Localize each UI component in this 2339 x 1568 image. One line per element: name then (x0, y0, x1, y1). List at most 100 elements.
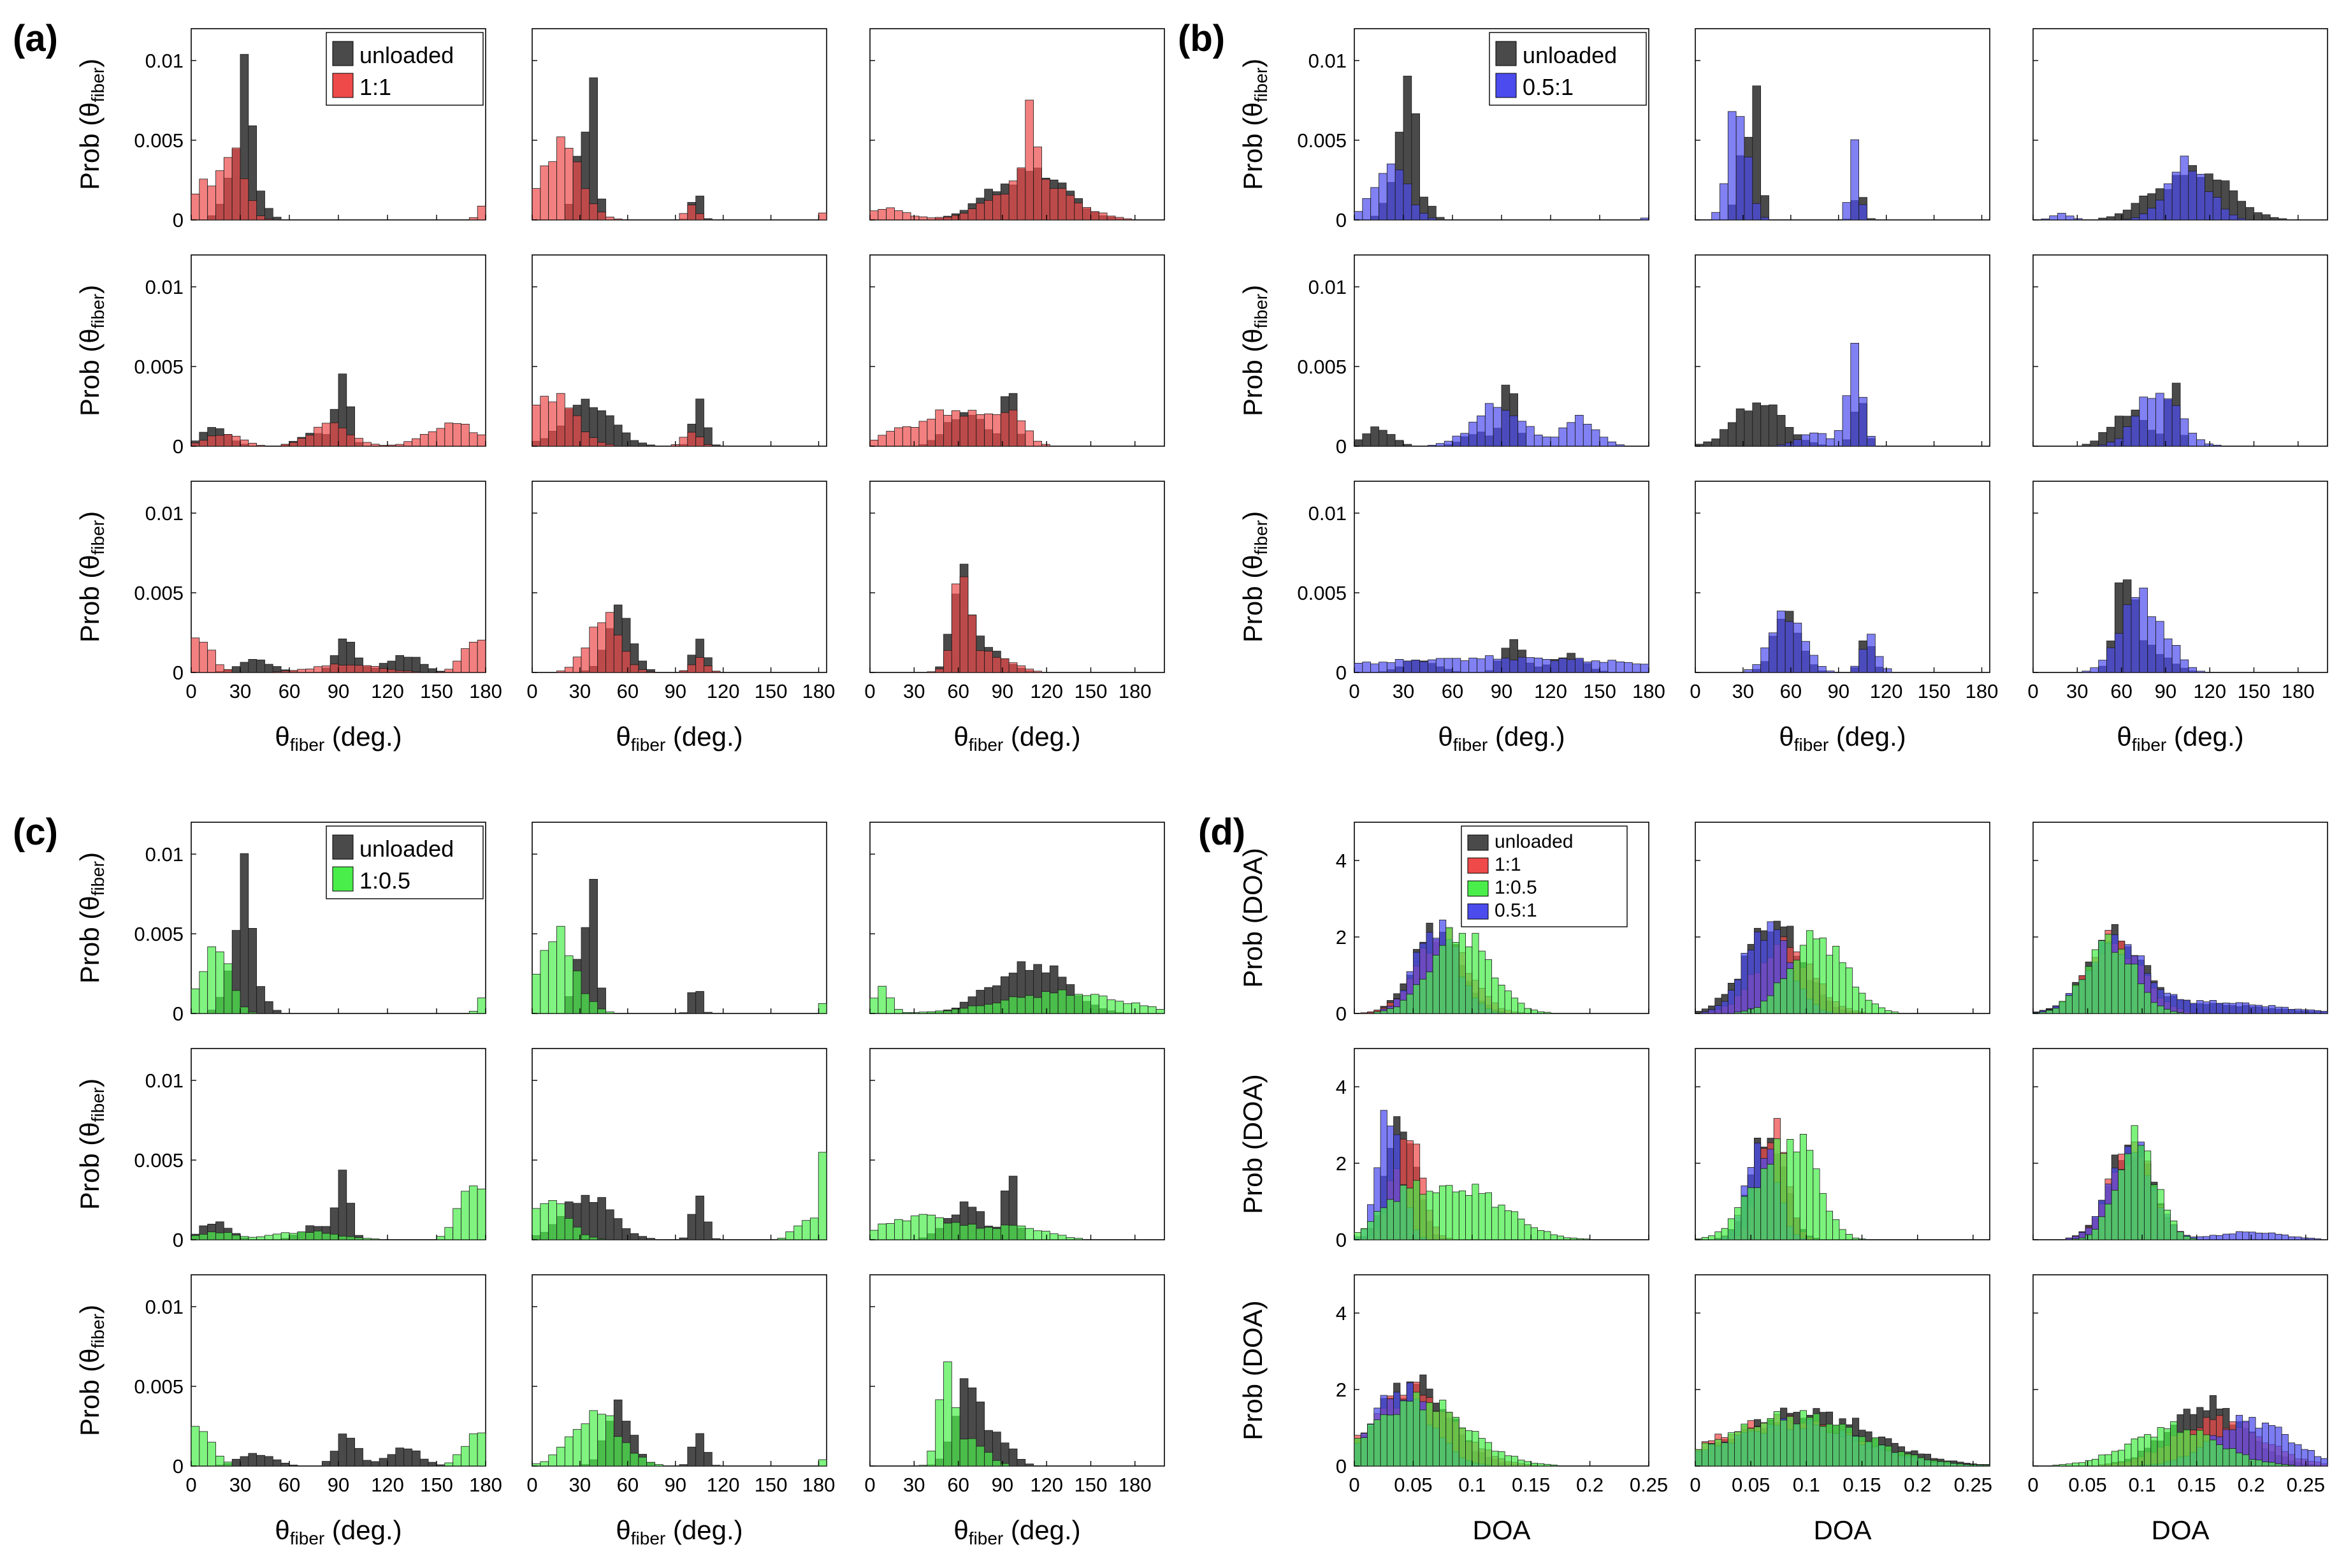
histogram-bar (2163, 1008, 2171, 1014)
histogram-bar (2104, 1454, 2112, 1467)
histogram-bar (2196, 1000, 2204, 1014)
histogram-bar (1582, 424, 1592, 447)
histogram-bar (1123, 218, 1133, 221)
histogram-bar (2176, 1432, 2184, 1467)
histogram-bar (1465, 1430, 1473, 1467)
histogram-bar (1393, 1201, 1401, 1240)
histogram-bar (1741, 1196, 1748, 1240)
histogram-bar (1727, 422, 1737, 447)
histogram-bar (297, 669, 306, 673)
histogram-bar (1472, 933, 1479, 1014)
histogram-bar (1524, 1224, 1532, 1240)
histogram-bar (1477, 658, 1486, 673)
histogram-bar (453, 1454, 461, 1467)
histogram-bar (1963, 1464, 1971, 1467)
histogram-bar (2163, 1210, 2171, 1240)
histogram-bar (346, 434, 355, 447)
histogram-bar (1703, 441, 1713, 447)
histogram-bar (943, 1010, 952, 1014)
legend-label: 1:0.5 (1495, 877, 1537, 898)
histogram-bar (231, 990, 241, 1014)
histogram-bar (468, 1186, 478, 1240)
histogram-bar (1458, 933, 1466, 1014)
histogram-bar (992, 1003, 1001, 1014)
histogram-bar (264, 208, 273, 221)
legend-box (1461, 825, 1628, 927)
xlabel-unit: (deg.) (1488, 722, 1565, 751)
histogram-bar (1386, 662, 1396, 673)
histogram-bar (2091, 1458, 2099, 1467)
histogram-bar (354, 438, 363, 447)
subplot-r0-c2 (2032, 822, 2328, 1014)
histogram-bar (1720, 429, 1728, 447)
histogram-bar (1752, 203, 1762, 221)
histogram-bar (1468, 657, 1477, 673)
y-tick-label: 0 (173, 1003, 184, 1025)
histogram-bar (1773, 1411, 1781, 1467)
histogram-bar (1082, 995, 1091, 1014)
x-tick-label: 0.15 (2177, 1474, 2215, 1496)
xlabel-theta: θ (953, 722, 968, 751)
histogram-bar (468, 1011, 478, 1014)
histogram-bar (2261, 214, 2271, 221)
histogram-bar (597, 212, 606, 221)
xlabel-unit: (deg.) (1828, 722, 1906, 751)
histogram-bar (444, 1462, 453, 1467)
histogram-bar (886, 207, 895, 221)
xlabel-unit: (deg.) (665, 1515, 742, 1545)
histogram-bar (1714, 1005, 1722, 1014)
histogram-bar (2180, 418, 2189, 447)
histogram-bar (1950, 1463, 1958, 1467)
histogram-bar (1591, 429, 1600, 447)
y-axis-label: Prob (θfiber) (1238, 511, 1271, 642)
ylabel-close: ) (75, 285, 105, 294)
histogram-bar (444, 669, 453, 673)
histogram-bar (2248, 1005, 2256, 1014)
histogram-bar (1721, 1442, 1728, 1467)
y-tick-label: 0.005 (134, 129, 184, 152)
x-tick-label: 0.2 (1576, 1474, 1604, 1496)
histogram-bar (453, 1208, 461, 1240)
x-tick-label: 0 (2027, 680, 2038, 702)
x-tick-label: 60 (2110, 680, 2132, 702)
histogram-bar (869, 210, 879, 221)
xlabel-theta: θ (616, 722, 630, 751)
histogram-bar (280, 671, 290, 673)
histogram-bar (1767, 1164, 1774, 1240)
histogram-bar (984, 200, 993, 221)
histogram-bar (199, 642, 208, 673)
histogram-bar (1394, 169, 1404, 221)
histogram-bar (370, 666, 380, 673)
y-tick-label: 0.01 (1308, 502, 1347, 525)
histogram-bar (902, 212, 911, 221)
histogram-bar (785, 1231, 795, 1240)
x-tick-label: 0.1 (1793, 1474, 1820, 1496)
y-tick-label: 0.01 (145, 50, 184, 72)
histogram-bar (597, 622, 606, 673)
histogram-bar (2307, 1449, 2315, 1467)
x-tick-label: 60 (1780, 680, 1802, 702)
histogram-bar (1360, 1437, 1368, 1467)
histogram-bar (1419, 661, 1428, 673)
histogram-bar (2072, 984, 2080, 1014)
xlabel-theta: θ (616, 1515, 630, 1545)
ylabel-main: Prob (θ (1238, 102, 1268, 190)
histogram-bar (1786, 968, 1794, 1014)
histogram-bar (984, 1452, 993, 1467)
histogram-bar (1930, 1460, 1938, 1467)
ylabel-subscript: fiber (1251, 520, 1271, 555)
histogram-bar (1393, 1006, 1401, 1014)
histogram-bar (2275, 1463, 2282, 1467)
histogram-bar (453, 660, 461, 673)
xlabel-theta: θ (1779, 722, 1793, 751)
subplot-r0-c1 (532, 822, 827, 1014)
histogram-bar (1465, 1195, 1473, 1240)
histogram-bar (2294, 1444, 2302, 1467)
histogram-bar (468, 432, 478, 447)
histogram-bar (2281, 1006, 2289, 1014)
y-tick-label: 0.005 (1297, 356, 1347, 378)
y-tick-label: 4 (1336, 1302, 1347, 1325)
y-tick-label: 0.01 (145, 843, 184, 866)
